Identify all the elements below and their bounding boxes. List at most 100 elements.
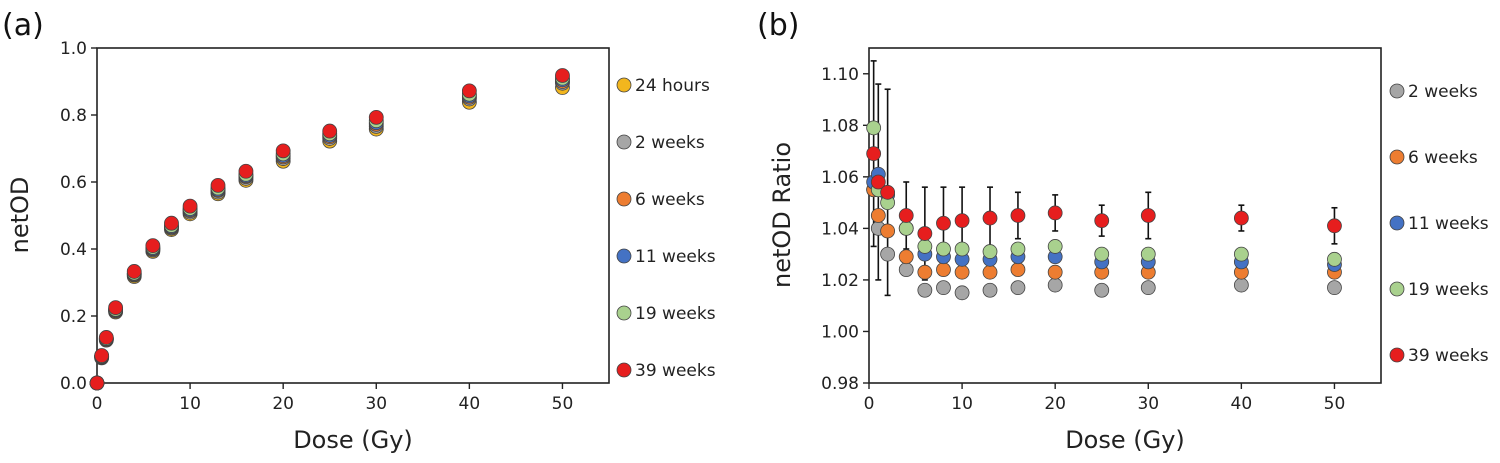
data-point: [1233, 210, 1249, 226]
legend-marker: [616, 134, 632, 150]
series-2-weeks: [89, 75, 570, 391]
legend-marker: [1389, 149, 1405, 165]
series-39-weeks: [89, 68, 570, 391]
data-point: [954, 285, 970, 301]
data-point: [870, 208, 886, 223]
y-tick-label: 1.00: [821, 322, 859, 342]
data-point: [98, 330, 114, 345]
data-point: [555, 68, 570, 83]
series-2-weeks: [866, 182, 1342, 301]
data-point: [1047, 205, 1063, 221]
data-point: [1233, 246, 1249, 262]
data-point: [368, 109, 384, 125]
data-point: [954, 213, 970, 229]
y-tick-label: 1.04: [821, 219, 859, 239]
data-point: [210, 177, 226, 193]
x-tick-label: 0: [864, 394, 875, 414]
data-point: [982, 244, 998, 259]
data-point: [982, 282, 998, 298]
y-tick-label: 0.4: [60, 240, 87, 260]
data-point: [322, 123, 338, 139]
data-point: [1094, 246, 1110, 262]
legend-marker: [1389, 281, 1405, 297]
series-19-weeks: [866, 120, 1342, 267]
legend-label: 24 hours: [635, 76, 710, 96]
legend-marker: [616, 77, 632, 93]
legend-marker: [1389, 83, 1405, 99]
data-point: [145, 238, 161, 254]
data-point: [1010, 262, 1026, 278]
data-point: [898, 249, 914, 265]
x-tick-label: 20: [272, 394, 294, 414]
legend-marker: [616, 362, 632, 378]
legend-marker: [1389, 215, 1405, 231]
y-tick-label: 0.98: [821, 374, 859, 394]
data-point: [880, 223, 896, 239]
data-point: [954, 241, 970, 257]
legend-label: 2 weeks: [1408, 82, 1478, 102]
legend-marker: [616, 191, 632, 207]
panel-a: (a) Dose (Gy) netOD 0 10 20 30 40 50 0.0 0.2 0.4…: [2, 8, 716, 454]
legend-label: 19 weeks: [1408, 280, 1489, 300]
data-point: [94, 348, 110, 363]
data-point: [1010, 208, 1026, 223]
panel-b: (b) Dose (Gy) netOD Ratio 0 10 20 30 40 50 0.9…: [757, 8, 1489, 454]
data-point: [870, 174, 886, 190]
data-point: [982, 210, 998, 226]
series-19-weeks: [89, 70, 570, 391]
data-point: [917, 239, 933, 254]
data-point: [238, 163, 254, 179]
legend-label: 2 weeks: [635, 133, 705, 153]
data-point: [1010, 241, 1026, 257]
legend-marker: [1389, 347, 1405, 363]
data-point: [182, 198, 198, 214]
data-point: [954, 264, 970, 280]
data-point: [1140, 280, 1156, 296]
data-point: [1233, 277, 1249, 293]
panel-b-ylabel: netOD Ratio: [768, 142, 796, 288]
data-point: [936, 262, 951, 278]
y-tick-label: 0.2: [60, 307, 87, 327]
data-point: [936, 241, 951, 257]
x-tick-label: 10: [951, 394, 973, 414]
data-point: [898, 262, 914, 278]
data-point: [898, 208, 914, 223]
data-point: [1327, 280, 1342, 296]
y-tick-label: 0.0: [60, 374, 87, 394]
data-point: [880, 184, 896, 200]
data-point: [108, 300, 124, 316]
legend-label: 11 weeks: [635, 247, 716, 267]
x-tick-label: 10: [179, 394, 201, 414]
series-39-weeks: [866, 146, 1342, 241]
data-point: [1140, 246, 1156, 262]
data-point: [461, 83, 477, 99]
panel-a-xlabel: Dose (Gy): [293, 426, 413, 454]
x-tick-label: 0: [92, 394, 103, 414]
x-tick-label: 40: [1231, 394, 1253, 414]
panel-a-plot-frame: [96, 47, 610, 384]
data-point: [1094, 282, 1110, 298]
data-point: [917, 264, 933, 280]
x-tick-label: 30: [365, 394, 387, 414]
legend-label: 39 weeks: [1408, 346, 1489, 366]
legend-label: 39 weeks: [635, 361, 716, 381]
data-point: [164, 215, 179, 231]
data-point: [917, 226, 933, 241]
y-tick-label: 1.08: [821, 116, 859, 136]
x-tick-label: 50: [552, 394, 574, 414]
y-tick-label: 1.06: [821, 168, 859, 188]
legend-label: 11 weeks: [1408, 214, 1489, 234]
y-tick-label: 0.8: [60, 106, 87, 126]
data-point: [89, 375, 105, 391]
y-tick-label: 1.0: [60, 39, 87, 59]
y-tick-label: 1.02: [821, 271, 859, 291]
data-point: [866, 146, 882, 162]
data-point: [982, 264, 998, 280]
panel-b-xlabel: Dose (Gy): [1065, 426, 1185, 454]
series-6-weeks: [89, 74, 570, 391]
data-point: [1327, 218, 1342, 234]
panel-a-label: (a): [2, 8, 44, 43]
legend-label: 6 weeks: [1408, 148, 1478, 168]
y-tick-label: 1.10: [821, 65, 859, 85]
